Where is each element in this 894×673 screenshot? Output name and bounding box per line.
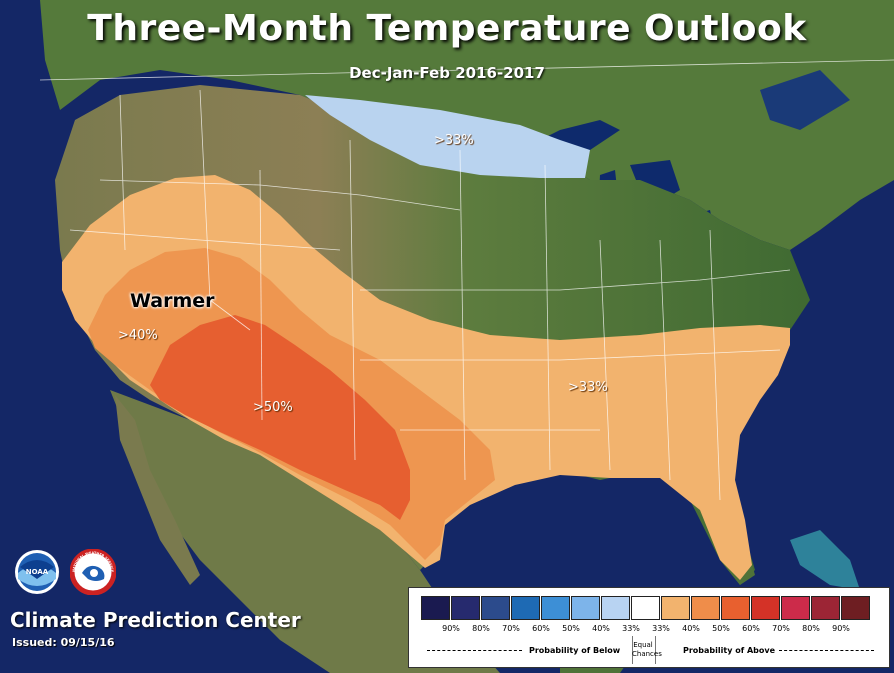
legend-swatch	[541, 596, 570, 620]
noaa-logo-icon: NOAA	[15, 550, 59, 594]
legend-swatch	[451, 596, 480, 620]
legend-above-arrow	[779, 650, 874, 651]
legend-swatch	[571, 596, 600, 620]
legend-tick-label: 80%	[802, 624, 820, 633]
legend-tick-label: 90%	[442, 624, 460, 633]
legend-tick-label: 50%	[562, 624, 580, 633]
label-above-50: >50%	[253, 400, 293, 415]
legend-ticks: 90% 80% 70% 60% 50% 40% 33% 33% 40% 50% 60% 70% 80% 9…	[436, 624, 856, 633]
issued-date: Issued: 09/15/16	[12, 636, 115, 649]
legend-tick-label: 70%	[772, 624, 790, 633]
hudson-water	[760, 70, 850, 130]
state-boundaries	[39, 59, 894, 501]
legend-tick-label: 60%	[742, 624, 760, 633]
legend-below-arrow	[427, 650, 522, 651]
label-above-33: >33%	[568, 380, 608, 395]
label-warmer: Warmer	[130, 290, 215, 312]
legend-swatch	[781, 596, 810, 620]
legend-swatch	[661, 596, 690, 620]
legend-tick-label: 40%	[682, 624, 700, 633]
map-subtitle: Dec-Jan-Feb 2016-2017	[349, 64, 545, 82]
legend-tick-label: 33%	[622, 624, 640, 633]
legend-tick-label: 80%	[472, 624, 490, 633]
legend-tick-label: 90%	[832, 624, 850, 633]
legend-tick-label: 70%	[502, 624, 520, 633]
nws-logo-icon: NATIONAL WEATHER SERVICE	[70, 549, 116, 595]
legend-tick-label: 40%	[592, 624, 610, 633]
legend-equal-line2: Chances	[632, 650, 662, 658]
legend-swatch	[481, 596, 510, 620]
legend-swatch	[511, 596, 540, 620]
legend-tick-label: 50%	[712, 624, 730, 633]
legend-swatch	[721, 596, 750, 620]
legend-swatch	[421, 596, 450, 620]
legend-equal-chances: Equal Chances	[632, 641, 662, 659]
legend-divider-left	[632, 636, 633, 664]
above-50-region	[150, 315, 410, 520]
legend-swatch	[601, 596, 630, 620]
baja-land	[115, 395, 200, 585]
legend-tick-label: 33%	[652, 624, 670, 633]
legend-swatch	[691, 596, 720, 620]
legend-below-label: Probability of Below	[529, 646, 621, 655]
legend-above-label: Probability of Above	[683, 646, 776, 655]
legend-box: 90% 80% 70% 60% 50% 40% 33% 33% 40% 50% 60% 70% 80% 9…	[408, 587, 890, 668]
legend-divider-right	[655, 636, 656, 664]
legend-equal-line1: Equal	[633, 641, 653, 649]
bahamas-shallows	[790, 530, 860, 590]
label-above-40: >40%	[118, 328, 158, 343]
label-below-33: >33%	[434, 133, 474, 148]
map-title: Three-Month Temperature Outlook	[87, 8, 807, 49]
mexico-land	[110, 390, 500, 673]
legend-swatches	[421, 596, 871, 620]
legend-swatch	[631, 596, 660, 620]
below-33-region	[305, 95, 590, 178]
legend-tick-label: 60%	[532, 624, 550, 633]
legend-swatch	[841, 596, 870, 620]
legend-swatch	[751, 596, 780, 620]
center-name: Climate Prediction Center	[10, 608, 301, 632]
noaa-logo-text: NOAA	[26, 568, 49, 576]
legend-swatch	[811, 596, 840, 620]
